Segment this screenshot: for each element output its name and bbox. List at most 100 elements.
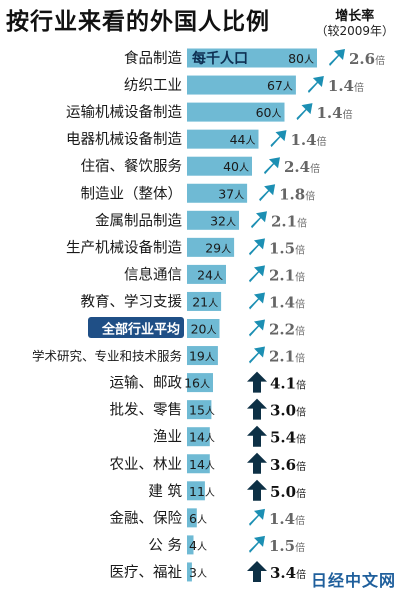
value-label: 80人 [288,51,314,66]
bar [187,75,296,95]
value-label: 19人 [189,349,215,364]
bar [187,183,248,203]
bar [187,156,252,176]
growth-value: 4.1倍 [270,375,306,393]
chart-title: 按行业来看的外国人比例 [6,9,270,35]
growth-arrow-diagonal-icon [249,292,265,310]
bar [187,373,213,393]
growth-value: 1.5倍 [269,239,305,257]
value-label: 29人 [205,240,231,255]
growth-value: 2.1倍 [269,348,305,366]
category-label: 制造业（整体） [81,185,183,202]
growth-arrow-diagonal-icon [329,49,345,66]
category-label: 教育、学习支援 [81,293,183,310]
growth-value: 2.6倍 [349,50,385,68]
category-label: 运输、邮政 [110,375,183,392]
value-label: 37人 [218,186,244,201]
bar [187,535,194,555]
bar [187,454,210,474]
growth-arrow-up-icon [247,452,267,474]
growth-value: 1.4倍 [269,510,305,528]
bar [187,319,220,338]
value-label: 15人 [189,403,215,418]
category-label: 金融、保险 [110,510,183,527]
growth-value: 5.0倍 [270,483,306,501]
growth-arrow-diagonal-icon [251,211,267,229]
highlight-label-box [88,317,184,338]
growth-arrow-diagonal-icon [307,76,324,94]
growth-header: 增长率 （较2009年） [315,9,394,39]
growth-value: 3.4倍 [270,564,306,582]
growth-value: 2.1倍 [271,212,307,230]
value-label: 60人 [256,105,282,120]
growth-value: 3.0倍 [270,402,306,420]
bar [187,129,259,149]
watermark-logo: 日经中文网 [310,571,396,590]
value-label: 14人 [189,457,215,472]
growth-value: 2.4倍 [284,158,320,176]
bar [187,481,205,501]
growth-arrow-up-icon [247,560,267,582]
category-label: 金属制品制造 [95,212,182,229]
growth-arrow-diagonal-icon [296,103,313,121]
bar [187,102,285,122]
value-label: 44人 [230,132,256,147]
growth-value: 2.1倍 [269,266,305,284]
growth-value: 1.4倍 [328,77,364,95]
value-label: 32人 [210,213,236,228]
growth-value: 5.4倍 [270,429,306,447]
growth-header-subtitle: （较2009年） [315,23,394,38]
value-label: 3人 [189,565,207,580]
value-label: 6人 [189,511,207,526]
bar [187,400,212,420]
growth-arrow-up-icon [247,398,267,420]
category-label: 公 务 [148,537,182,554]
bar [187,346,218,366]
value-label: 21人 [192,294,218,309]
value-label: 20人 [191,322,217,337]
bar [187,508,197,528]
growth-value: 1.5倍 [269,537,305,555]
growth-arrow-diagonal-icon [249,508,265,526]
category-label: 全部行业平均 [101,322,180,338]
bar [187,210,239,230]
category-label: 运输机械设备制造 [66,104,182,121]
growth-arrow-diagonal-icon [249,238,265,256]
category-label: 建 筑 [148,483,182,500]
bar [187,291,222,311]
growth-arrow-diagonal-icon [249,265,265,283]
category-label: 住宿、餐饮服务 [81,158,183,175]
growth-value: 1.4倍 [269,293,305,311]
growth-arrow-diagonal-icon [264,157,280,175]
growth-value: 1.4倍 [317,104,353,122]
category-label: 生产机械设备制造 [66,239,182,256]
growth-arrow-up-icon [247,479,267,501]
category-label: 医疗、福祉 [110,564,183,581]
growth-arrow-up-icon [247,425,267,447]
growth-arrow-diagonal-icon [270,130,287,148]
category-label: 批发、零售 [110,402,183,419]
value-label: 67人 [267,78,293,93]
category-label: 信息通信 [124,266,182,283]
bar [187,48,317,68]
growth-value: 3.6倍 [270,456,306,474]
value-label: 4人 [189,538,207,553]
value-label: 14人 [189,430,215,445]
growth-value: 1.8倍 [279,185,315,203]
category-label: 纺织工业 [124,77,182,94]
category-label: 学术研究、专业和技术服务 [32,349,182,364]
growth-arrow-up-icon [247,371,267,393]
growth-arrow-diagonal-icon [249,346,265,364]
value-label: 24人 [197,267,223,282]
category-label: 渔业 [153,429,182,446]
value-label: 16人 [184,376,210,391]
growth-arrow-diagonal-icon [249,319,265,337]
growth-arrow-diagonal-icon [259,184,276,202]
bar [187,427,210,447]
value-label: 11人 [189,484,215,499]
growth-value: 1.4倍 [291,131,327,149]
growth-arrow-diagonal-icon [249,535,265,553]
per-thousand-callout: 每千人口 [192,50,248,67]
bar [187,264,226,284]
